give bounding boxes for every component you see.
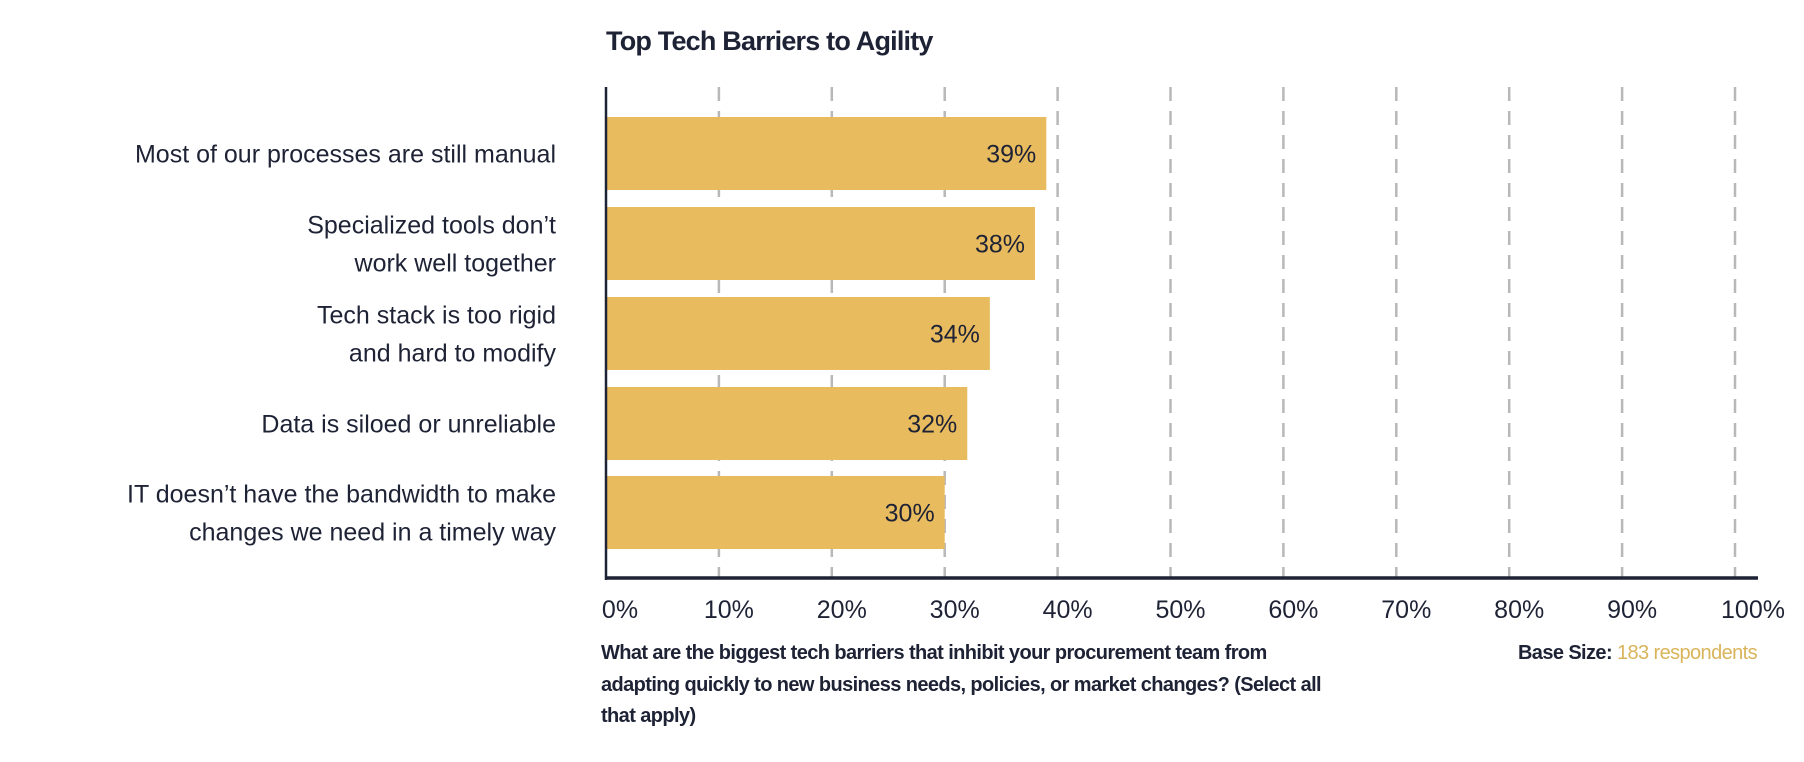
x-tick-label: 80% — [1494, 596, 1544, 624]
data-label: 30% — [885, 500, 935, 528]
category-label: Specialized tools don’t — [307, 212, 556, 240]
bar — [606, 387, 968, 460]
bar — [606, 476, 945, 549]
chart-title: Top Tech Barriers to Agility — [606, 26, 933, 56]
data-label: 39% — [986, 141, 1036, 169]
category-label: work well together — [354, 250, 556, 278]
x-tick-label: 100% — [1721, 596, 1785, 624]
data-label: 34% — [930, 321, 980, 349]
category-label: IT doesn’t have the bandwidth to make — [127, 481, 556, 509]
bar — [606, 297, 990, 370]
survey-question: What are the biggest tech barriers that … — [601, 642, 1322, 727]
x-tick-label: 20% — [817, 596, 867, 624]
base-size-label: Base Size: — [1517, 642, 1613, 664]
category-label: Tech stack is too rigid — [317, 302, 556, 330]
data-label: 32% — [907, 411, 957, 439]
data-label: 38% — [975, 231, 1025, 259]
x-tick-label: 0% — [602, 596, 638, 624]
x-tick-label: 10% — [704, 596, 754, 624]
x-tick-label: 40% — [1043, 596, 1093, 624]
category-label: Data is siloed or unreliable — [261, 411, 556, 439]
bar — [606, 207, 1036, 280]
category-label: changes we need in a timely way — [189, 519, 556, 547]
x-tick-label: 30% — [930, 596, 980, 624]
x-tick-label: 70% — [1381, 596, 1431, 624]
base-size-value: 183 respondents — [1616, 642, 1758, 664]
base-size: Base Size: 183 respondents — [1517, 638, 1758, 670]
x-tick-label: 60% — [1268, 596, 1318, 624]
bar — [606, 117, 1047, 190]
x-tick-label: 90% — [1607, 596, 1657, 624]
category-label: and hard to modify — [349, 340, 557, 368]
x-tick-label: 50% — [1155, 596, 1205, 624]
category-label: Most of our processes are still manual — [135, 141, 556, 169]
